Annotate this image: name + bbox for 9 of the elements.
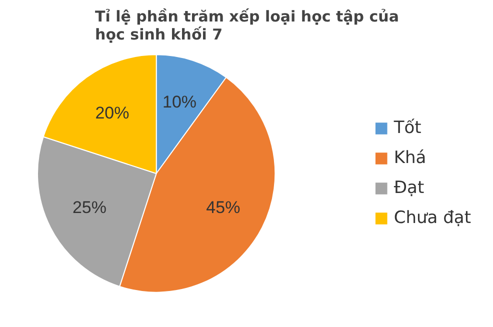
legend-label: Chưa đạt (394, 208, 471, 228)
legend-label: Đạt (394, 178, 424, 198)
data-label: 20% (95, 103, 130, 122)
data-label: 10% (162, 92, 197, 112)
data-label: 45% (206, 198, 240, 218)
chart-title: Tỉ lệ phần trăm xếp loại học tập của học sinh khối 7 (95, 8, 399, 44)
legend-label: Tốt (394, 118, 422, 138)
data-label: 25% (72, 198, 106, 218)
legend-label: Khá (394, 148, 426, 168)
